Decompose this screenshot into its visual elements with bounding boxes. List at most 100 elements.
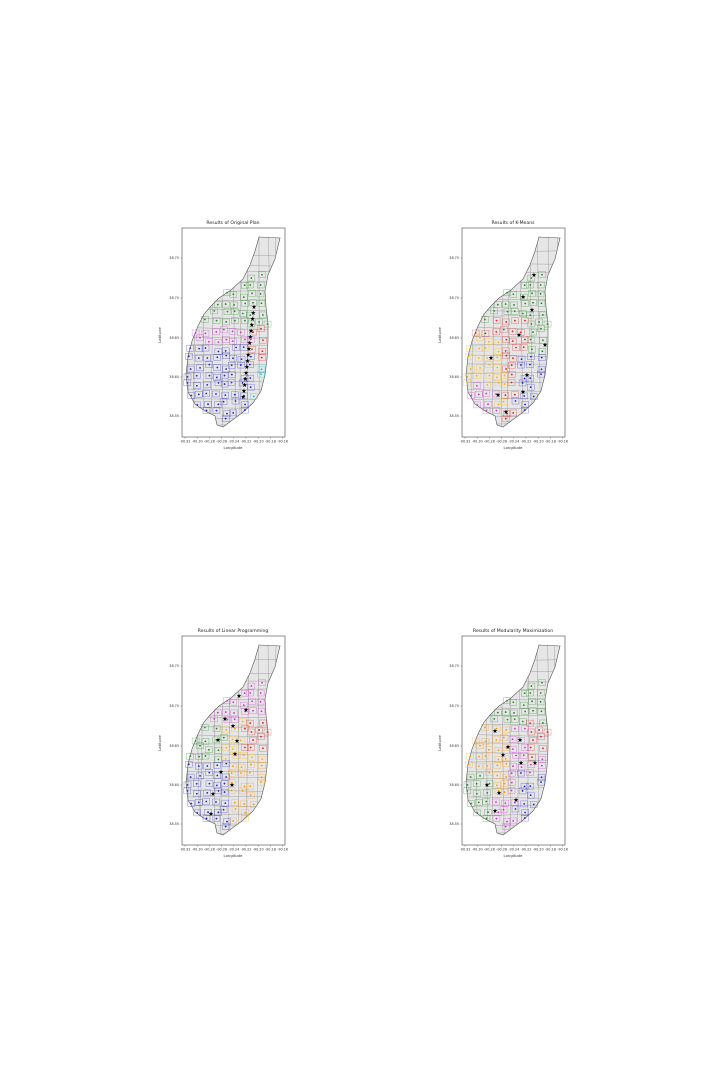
neighborhood-outline xyxy=(481,330,490,337)
neighborhood-outline xyxy=(520,752,528,759)
neighborhood-outline xyxy=(494,339,503,346)
district-center-star xyxy=(241,388,247,393)
neighborhood-point xyxy=(226,820,228,823)
neighborhood-point xyxy=(260,764,263,767)
neighborhood-point xyxy=(206,384,209,386)
x-tick-label: -90.26 xyxy=(216,848,227,852)
neighborhood-outline xyxy=(503,716,512,723)
neighborhood-outline xyxy=(493,374,501,381)
x-tick-label: -90.32 xyxy=(460,848,471,852)
neighborhood-outline xyxy=(493,354,501,361)
neighborhood-point xyxy=(478,347,481,350)
neighborhood-outline xyxy=(187,800,195,807)
neighborhood-outline xyxy=(501,391,510,399)
neighborhood-point xyxy=(495,801,497,803)
neighborhood-outline xyxy=(229,355,237,362)
neighborhood-point xyxy=(466,381,469,384)
neighborhood-point xyxy=(251,756,253,759)
neighborhood-point xyxy=(540,735,542,738)
neighborhood-outline xyxy=(229,763,237,770)
neighborhood-outline xyxy=(537,733,545,740)
district-center-star xyxy=(516,332,522,337)
neighborhood-outline xyxy=(229,337,237,345)
neighborhood-point xyxy=(196,404,199,406)
district-center-star xyxy=(520,294,526,299)
neighborhood-outline xyxy=(249,328,257,336)
neighborhood-outline xyxy=(494,747,503,754)
neighborhood-outline xyxy=(539,745,547,752)
neighborhood-outline xyxy=(521,317,529,324)
neighborhood-outline xyxy=(241,406,249,414)
neighborhood-point xyxy=(251,292,253,295)
neighborhood-outline xyxy=(219,806,228,813)
neighborhood-outline xyxy=(521,401,529,408)
neighborhood-point xyxy=(250,731,253,733)
neighborhood-outline xyxy=(526,791,535,799)
neighborhood-outline xyxy=(214,747,223,754)
neighborhood-point xyxy=(474,740,477,742)
neighborhood-outline xyxy=(465,353,473,360)
neighborhood-outline xyxy=(222,726,230,734)
neighborhood-point xyxy=(479,775,481,777)
neighborhood-point xyxy=(203,726,206,729)
neighborhood-point xyxy=(260,356,263,359)
neighborhood-point xyxy=(497,381,500,384)
district-center-star xyxy=(488,355,494,360)
neighborhood-outline xyxy=(509,817,517,825)
neighborhood-outline xyxy=(246,383,255,391)
neighborhood-point xyxy=(204,347,207,349)
neighborhood-outline xyxy=(183,379,192,387)
neighborhood-outline xyxy=(202,407,211,414)
neighborhood-point xyxy=(541,681,543,684)
neighborhood-outline xyxy=(213,374,221,381)
district-center-star xyxy=(236,693,242,698)
x-tick-label: -90.24 xyxy=(508,440,519,444)
neighborhood-outline xyxy=(241,300,249,307)
neighborhood-point xyxy=(196,812,199,814)
neighborhood-point xyxy=(261,350,264,353)
neighborhood-point xyxy=(208,363,211,366)
neighborhood-point xyxy=(523,395,526,397)
neighborhood-outline xyxy=(205,780,214,787)
neighborhood-point xyxy=(217,758,220,761)
neighborhood-outline xyxy=(248,698,256,705)
neighborhood-outline xyxy=(212,407,221,414)
neighborhood-outline xyxy=(467,392,475,399)
neighborhood-point xyxy=(186,381,189,384)
neighborhood-point xyxy=(546,323,549,325)
panel-original-plan: Results of Original Plan 38.75 38.70 38.65… xyxy=(155,215,305,455)
neighborhood-point xyxy=(222,400,225,403)
x-tick-label: -90.18 xyxy=(545,440,556,444)
y-tick-label: 38.75 xyxy=(169,664,179,668)
neighborhood-outline xyxy=(520,783,529,790)
neighborhood-outline xyxy=(213,762,221,769)
neighborhood-outline xyxy=(248,290,256,297)
neighborhood-point xyxy=(260,373,262,376)
neighborhood-outline xyxy=(229,409,237,417)
neighborhood-point xyxy=(495,817,498,820)
neighborhood-outline xyxy=(258,679,266,686)
neighborhood-point xyxy=(523,817,526,819)
neighborhood-outline xyxy=(483,789,491,797)
x-tick-label: -90.20 xyxy=(533,848,544,852)
neighborhood-outline xyxy=(529,736,537,744)
neighborhood-point xyxy=(249,338,252,341)
district-center-star xyxy=(518,760,524,765)
neighborhood-point xyxy=(241,312,244,315)
neighborhood-outline xyxy=(507,787,516,794)
neighborhood-outline xyxy=(520,344,528,351)
neighborhood-point xyxy=(479,744,481,747)
neighborhood-point xyxy=(258,729,260,731)
neighborhood-outline xyxy=(536,290,545,298)
neighborhood-point xyxy=(249,771,251,774)
neighborhood-outline xyxy=(510,301,518,309)
district-center-star xyxy=(230,723,236,728)
neighborhood-point xyxy=(510,772,513,775)
panel-title: Results of K-Means xyxy=(491,220,535,226)
neighborhood-point xyxy=(252,739,254,741)
neighborhood-point xyxy=(514,319,516,322)
neighborhood-point xyxy=(239,331,242,334)
neighborhood-outline xyxy=(214,379,223,387)
neighborhood-point xyxy=(497,811,500,814)
neighborhood-point xyxy=(475,384,478,387)
